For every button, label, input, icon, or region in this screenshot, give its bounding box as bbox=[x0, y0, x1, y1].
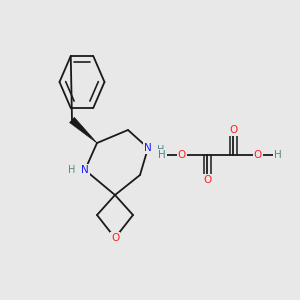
Text: N: N bbox=[144, 143, 152, 153]
Text: H: H bbox=[158, 150, 166, 160]
Text: O: O bbox=[178, 150, 186, 160]
Text: O: O bbox=[111, 233, 119, 243]
Text: O: O bbox=[254, 150, 262, 160]
Text: O: O bbox=[229, 125, 237, 135]
Text: H: H bbox=[157, 145, 165, 155]
Text: H: H bbox=[274, 150, 282, 160]
Text: N: N bbox=[81, 165, 89, 175]
Polygon shape bbox=[70, 117, 97, 143]
Text: O: O bbox=[203, 175, 211, 185]
Text: H: H bbox=[68, 165, 76, 175]
